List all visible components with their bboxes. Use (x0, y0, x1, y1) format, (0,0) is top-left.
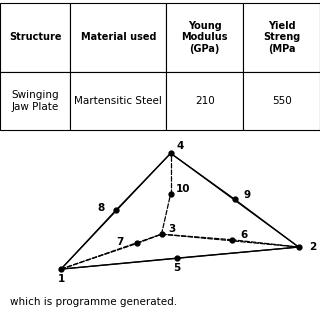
Text: 7: 7 (117, 236, 124, 246)
Text: 3: 3 (169, 224, 176, 234)
Text: 10: 10 (176, 184, 190, 194)
Text: 6: 6 (240, 230, 247, 240)
Text: 4: 4 (176, 141, 183, 151)
Text: which is programme generated.: which is programme generated. (10, 297, 177, 308)
Text: 5: 5 (173, 263, 180, 273)
Text: 8: 8 (97, 204, 104, 213)
Text: 2: 2 (309, 242, 316, 252)
Text: 9: 9 (243, 190, 251, 200)
Text: 1: 1 (57, 274, 65, 284)
